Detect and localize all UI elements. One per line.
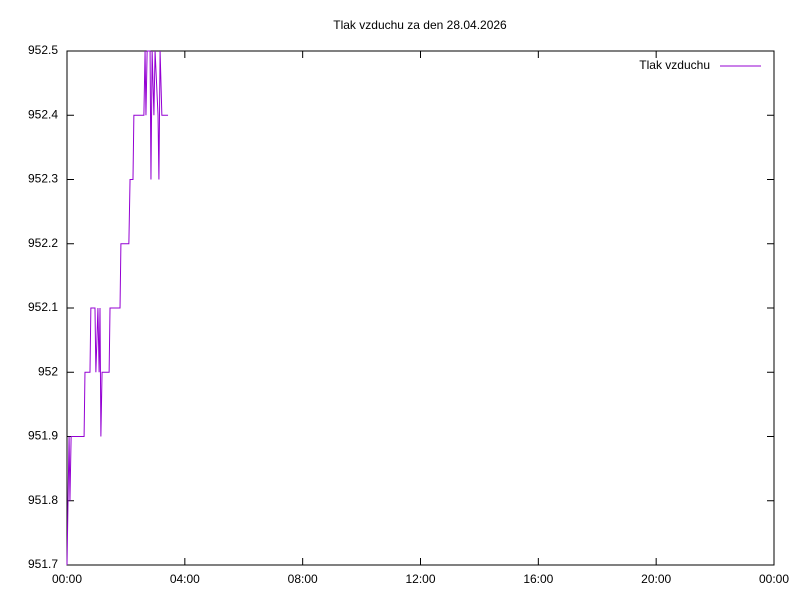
x-tick-label: 12:00 bbox=[405, 572, 435, 586]
y-tick-label: 951.7 bbox=[28, 557, 58, 571]
x-tick-label: 20:00 bbox=[641, 572, 671, 586]
y-tick-label: 951.8 bbox=[28, 493, 58, 507]
y-tick-label: 952.4 bbox=[28, 107, 58, 121]
y-tick-label: 952 bbox=[38, 364, 58, 378]
x-tick-label: 00:00 bbox=[52, 572, 82, 586]
plot-frame bbox=[66, 50, 775, 566]
x-tick-label: 00:00 bbox=[759, 572, 789, 586]
x-tick-label: 16:00 bbox=[523, 572, 553, 586]
x-tick-label: 08:00 bbox=[288, 572, 318, 586]
y-tick-label: 952.2 bbox=[28, 236, 58, 250]
x-tick-label: 04:00 bbox=[170, 572, 200, 586]
y-tick-label: 952.1 bbox=[28, 300, 58, 314]
y-tick-label: 952.3 bbox=[28, 172, 58, 186]
y-tick-label: 951.9 bbox=[28, 429, 58, 443]
chart-title: Tlak vzduchu za den 28.04.2026 bbox=[333, 18, 507, 32]
series-line bbox=[66, 50, 169, 566]
y-tick-label: 952.5 bbox=[28, 43, 58, 57]
legend-label: Tlak vzduchu bbox=[639, 58, 710, 72]
